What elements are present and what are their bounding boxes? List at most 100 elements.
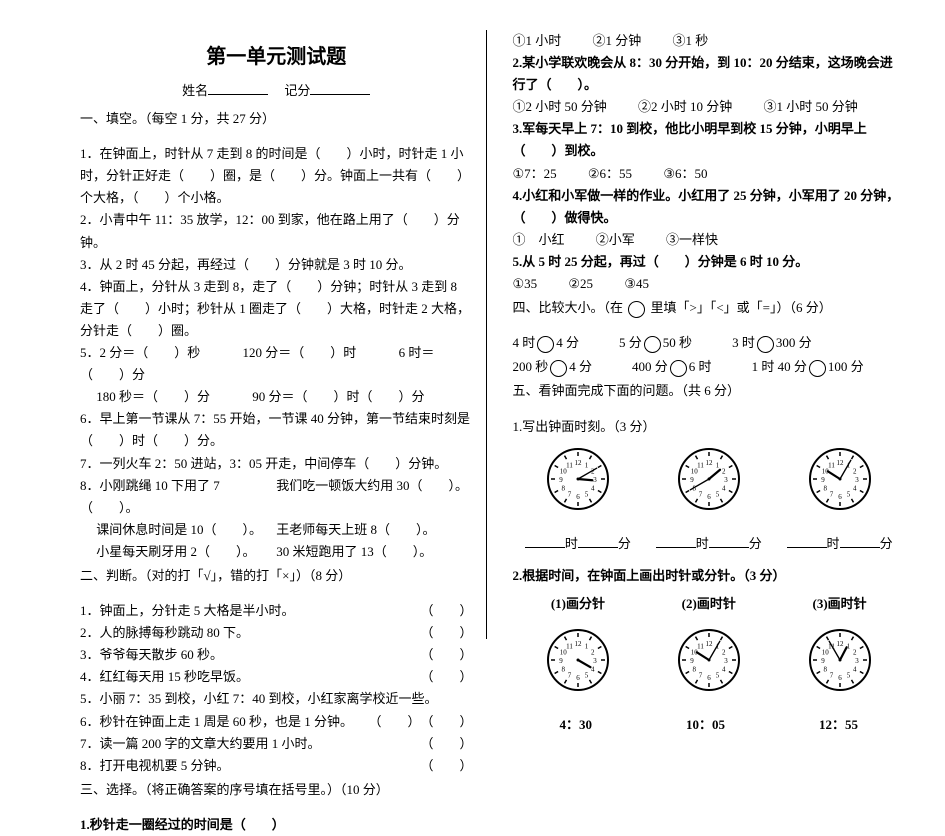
- s2-q7: 7．读一篇 200 字的文章大约要用 1 小时。（ ）: [80, 733, 473, 755]
- svg-text:9: 9: [690, 476, 694, 484]
- s3-q4o3: ③一样快: [666, 229, 718, 251]
- clock-5[interactable]: 121234567891011: [674, 625, 744, 702]
- s1-q5a: 5．2 分＝（ ）秒: [80, 345, 200, 360]
- svg-text:2: 2: [853, 648, 857, 656]
- svg-text:12: 12: [705, 459, 713, 467]
- time-blank[interactable]: 时分: [787, 533, 893, 555]
- name-line: 姓名 记分: [80, 80, 473, 102]
- s1-q2: 2．小青中午 11：35 放学，12：00 到家，他在路上用了（ ）分钟。: [80, 209, 473, 253]
- clock-3: 121234567891011: [805, 444, 875, 521]
- s3-q3o2: ②6：55: [588, 163, 632, 185]
- svg-text:3: 3: [724, 657, 728, 665]
- cmp-blank[interactable]: [670, 360, 687, 377]
- cap-3: (3)画时针: [812, 593, 866, 615]
- svg-text:9: 9: [690, 657, 694, 665]
- svg-text:8: 8: [823, 484, 827, 492]
- s1-q8f: 30 米短跑用了 13（ ）。: [276, 541, 472, 563]
- cmp-blank[interactable]: [757, 336, 774, 353]
- s3-q3o3: ③6：50: [663, 163, 707, 185]
- s3-q5o1: ①35: [513, 273, 538, 295]
- circle-icon: [628, 301, 645, 318]
- cmp-blank[interactable]: [644, 336, 661, 353]
- s1-q1: 1．在钟面上，时针从 7 走到 8 的时间是（ ）小时，时针走 1 小时，分针正…: [80, 143, 473, 209]
- svg-text:7: 7: [568, 672, 572, 680]
- s1-q3: 3．从 2 时 45 分起，再经过（ ）分钟就是 3 时 10 分。: [80, 254, 473, 276]
- s1-q5-row2: 180 秒＝（ ）分 90 分＝（ ）时（ ）分: [80, 386, 473, 408]
- s3-q4o2: ②小军: [596, 229, 635, 251]
- cmp-blank[interactable]: [809, 360, 826, 377]
- svg-text:12: 12: [705, 640, 713, 648]
- clock-4[interactable]: 121234567891011: [543, 625, 613, 702]
- score-blank[interactable]: [310, 80, 370, 95]
- clock-icon: 121234567891011: [805, 625, 875, 695]
- s3-q1o3: ③1 秒: [673, 30, 709, 52]
- clock-captions-2: (1)画分针 (2)画时针 (3)画时针: [513, 593, 906, 619]
- svg-text:8: 8: [823, 665, 827, 673]
- s4-row2: 200 秒4 分 400 分6 时 1 时 40 分100 分: [513, 356, 906, 378]
- page: 第一单元测试题 姓名 记分 一、填空。（每空 1 分，共 27 分） 1．在钟面…: [0, 0, 945, 836]
- s1-q8d: 王老师每天上班 8（ ）。: [276, 519, 472, 541]
- svg-text:11: 11: [566, 642, 573, 650]
- s5-p1: 1.写出钟面时刻。（3 分）: [513, 416, 906, 438]
- svg-text:12: 12: [836, 640, 844, 648]
- svg-text:6: 6: [838, 493, 842, 501]
- svg-text:8: 8: [692, 665, 696, 673]
- cap-2: (2)画时针: [682, 593, 736, 615]
- svg-text:12: 12: [836, 459, 844, 467]
- svg-text:2: 2: [853, 467, 857, 475]
- s1-q5b: 120 分＝（ ）时: [243, 345, 357, 360]
- section-2-head: 二、判断。（对的打「√」，错的打「×」）（8 分）: [80, 565, 473, 587]
- svg-text:4: 4: [591, 665, 595, 673]
- svg-text:12: 12: [574, 459, 582, 467]
- clock-icon: 121234567891011: [674, 625, 744, 695]
- svg-text:9: 9: [821, 657, 825, 665]
- svg-text:9: 9: [559, 657, 563, 665]
- svg-text:1: 1: [846, 642, 850, 650]
- svg-text:11: 11: [566, 461, 573, 469]
- s1-q4: 4．钟面上，分针从 3 走到 8，走了（ ）分钟；时针从 3 走到 8 走了（ …: [80, 276, 473, 342]
- s3-q5-opts: ①35 ②25 ③45: [513, 273, 906, 295]
- svg-text:7: 7: [829, 672, 833, 680]
- cmp-blank[interactable]: [537, 336, 554, 353]
- s3-q5o2: ②25: [568, 273, 593, 295]
- svg-text:2: 2: [591, 648, 595, 656]
- svg-text:6: 6: [838, 674, 842, 682]
- clock-icon: 121234567891011: [805, 444, 875, 514]
- svg-text:2: 2: [722, 467, 726, 475]
- section-1-head: 一、填空。（每空 1 分，共 27 分）: [80, 108, 473, 130]
- svg-text:4: 4: [722, 484, 726, 492]
- time-blank[interactable]: 时分: [656, 533, 762, 555]
- time-blank[interactable]: 时分: [525, 533, 631, 555]
- svg-text:5: 5: [585, 672, 589, 680]
- score-label: 记分: [284, 83, 310, 98]
- s1-q8a: 8．小刚跳绳 10 下用了 7（ ）。: [80, 475, 276, 519]
- s1-q8e: 小星每天刷牙用 2（ ）。: [80, 541, 276, 563]
- s2-q4: 4．红红每天用 15 秒吃早饭。（ ）: [80, 666, 473, 688]
- section-4-head: 四、比较大小。（在 里填「>」「<」或「=」）（6 分）: [513, 297, 906, 319]
- clock-row-1: 121234567891011 121234567891011 12123456…: [513, 444, 906, 521]
- svg-text:4: 4: [722, 665, 726, 673]
- svg-text:3: 3: [724, 476, 728, 484]
- svg-text:7: 7: [829, 490, 833, 498]
- svg-text:2: 2: [722, 648, 726, 656]
- clock-icon: 121234567891011: [543, 625, 613, 695]
- cap-1: (1)画分针: [551, 593, 605, 615]
- s4-row1: 4 时4 分 5 分50 秒 3 时300 分: [513, 332, 906, 354]
- svg-text:3: 3: [855, 476, 859, 484]
- time-1: 4：30: [559, 714, 592, 736]
- svg-text:5: 5: [846, 672, 850, 680]
- svg-text:1: 1: [585, 461, 589, 469]
- s1-q8b: 我们吃一顿饭大约用 30（ ）。: [276, 475, 472, 519]
- clock-6[interactable]: 121234567891011: [805, 625, 875, 702]
- s5-p2: 2.根据时间，在钟面上画出时针或分针。（3 分）: [513, 565, 906, 587]
- section-3-head: 三、选择。（将正确答案的序号填在括号里。）（10 分）: [80, 779, 473, 801]
- section-5-head: 五、看钟面完成下面的问题。（共 6 分）: [513, 380, 906, 402]
- s3-q1: 1.秒针走一圈经过的时间是（ ）: [80, 814, 473, 836]
- right-column: ①1 小时 ②1 分钟 ③1 秒 2.某小学联欢晚会从 8：30 分开始，到 1…: [493, 30, 906, 836]
- s3-q3: 3.军每天早上 7：10 到校，他比小明早到校 15 分钟，小明早上（ ）到校。: [513, 118, 906, 162]
- s3-q5o3: ③45: [624, 273, 649, 295]
- name-blank[interactable]: [208, 80, 268, 95]
- cmp-blank[interactable]: [550, 360, 567, 377]
- svg-text:4: 4: [591, 484, 595, 492]
- s2-q3: 3．爷爷每天散步 60 秒。（ ）: [80, 644, 473, 666]
